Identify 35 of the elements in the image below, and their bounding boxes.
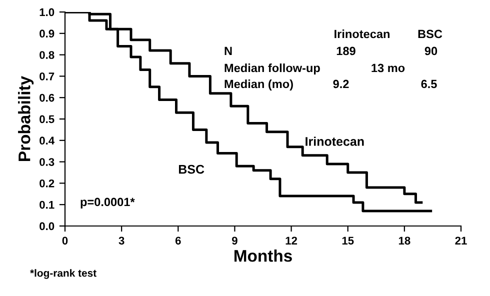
x-tick-label: 0: [62, 236, 68, 245]
annotation: Median (mo): [224, 80, 293, 90]
annotation: 6.5: [421, 80, 437, 88]
y-tick-label: 0.1: [40, 200, 54, 209]
y-tick-label: 0.6: [40, 94, 54, 102]
y-tick-label: 0.9: [40, 30, 54, 38]
y-tick-label: 0.3: [40, 158, 54, 166]
y-axis-title: Probability: [18, 76, 34, 161]
annotation: 13 mo: [372, 64, 405, 72]
annotation: Median follow-up: [224, 64, 320, 75]
annotation: 9.2: [333, 80, 349, 88]
annotation: BSC: [418, 30, 442, 38]
annotation: N: [224, 46, 232, 56]
x-axis-title: Months: [234, 250, 292, 262]
annotation: 90: [424, 46, 438, 56]
y-tick-label: 0.4: [40, 136, 55, 145]
annotation: Irinotecan: [334, 30, 390, 38]
series-label: BSC: [178, 164, 204, 174]
annotation: 189: [336, 46, 356, 56]
y-tick-label: 0.5: [40, 115, 54, 124]
x-tick-label: 9: [232, 236, 238, 245]
x-tick-label: 12: [286, 236, 298, 244]
y-tick-label: 0.0: [40, 222, 54, 230]
x-tick-label: 6: [175, 236, 181, 245]
y-tick-label: 0.8: [40, 51, 54, 59]
annotation: p=0.0001*: [80, 198, 135, 209]
y-tick-label: 1.0: [40, 8, 54, 16]
x-tick-label: 3: [118, 236, 124, 245]
x-tick-label: 18: [398, 236, 410, 245]
series-label: Irinotecan: [306, 136, 364, 146]
y-tick-label: 0.2: [40, 179, 54, 188]
y-tick-label: 0.7: [40, 72, 54, 80]
x-tick-label: 21: [455, 236, 467, 244]
x-tick-label: 15: [342, 236, 354, 245]
text: *log-rank test: [30, 269, 96, 279]
